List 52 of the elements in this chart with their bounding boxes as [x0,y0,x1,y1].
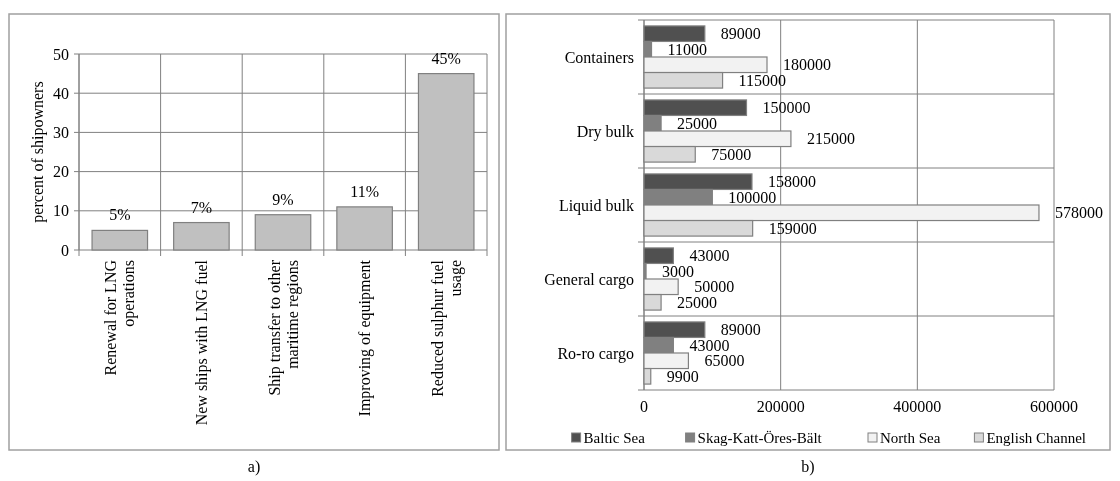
data-label: 65000 [704,352,745,370]
data-label: 100000 [728,188,777,206]
y-tick-label: 10 [53,202,69,220]
y-tick-label: 30 [53,124,69,141]
legend-label: North Sea [880,430,941,447]
x-tick-label: 0 [640,398,648,415]
data-label: 7% [190,198,213,216]
text: a) [247,458,261,476]
data-label: 11000 [667,40,707,58]
x-tick-label: 400000 [893,398,942,415]
legend-label: Baltic Sea [583,430,646,447]
y-tick-label: General cargo [544,270,634,289]
data-label: 3000 [662,262,695,280]
x-tick-label: New ships with LNG fuel [193,259,211,426]
y-tick-label: Ro-ro cargo [557,344,634,363]
y-tick-label: 0 [61,241,69,259]
data-label: 158000 [767,173,816,191]
data-label: 115000 [738,71,786,89]
x-tick-label: 200000 [756,398,805,415]
data-label: 50000 [694,278,735,296]
legend-label: Skag-Katt-Öres-Bält [697,430,823,447]
data-label: 9% [272,190,294,208]
data-label: 11% [350,182,379,200]
data-label: 578000 [1054,204,1103,222]
data-label: 75000 [711,145,752,163]
x-tick-label: Reduced sulphur fuel usage [428,259,465,397]
data-label: 25000 [677,114,718,132]
legend-label: English Channel [986,430,1086,447]
data-label: 89000 [720,321,761,339]
data-label: 5% [109,206,131,224]
data-label: 9900 [666,367,699,385]
x-tick-label: 600000 [1030,398,1078,415]
x-tick-label: Improving of equipment [356,259,375,417]
y-tick-label: 50 [53,45,69,63]
data-label: 150000 [762,99,811,117]
y-tick-label: 40 [53,84,69,102]
y-axis-title: percent of shipowners [29,81,47,223]
data-label: 180000 [783,56,831,74]
x-tick-label: Renewal for LNG operations [102,259,139,376]
data-label: 25000 [677,293,718,311]
data-label: 215000 [806,130,855,148]
data-label: 159000 [768,219,817,237]
x-tick-label: Ship transfer to other maritime regions [265,259,302,396]
text: b) [801,458,815,476]
y-tick-label: 20 [53,163,69,181]
data-label: 43000 [689,336,730,354]
y-tick-label: Liquid bulk [558,196,634,215]
data-label: 45% [431,49,461,67]
data-label: 43000 [689,247,730,265]
y-tick-label: Dry bulk [576,122,634,141]
data-label: 89000 [720,25,761,43]
y-tick-label: Containers [564,48,634,66]
